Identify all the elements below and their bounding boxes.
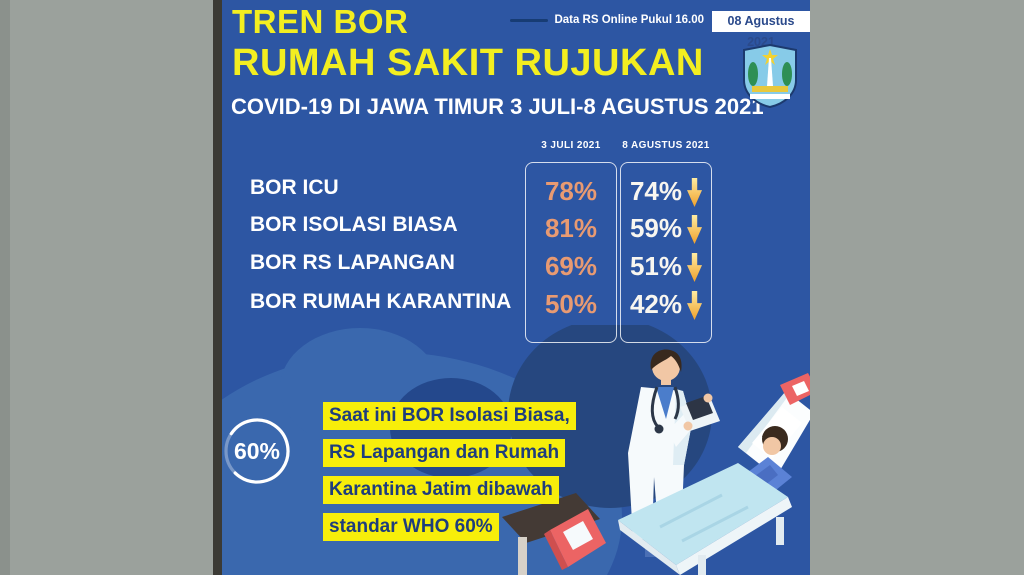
overbed-table-illustration xyxy=(502,493,600,575)
annotation-line: RS Lapangan dan Rumah xyxy=(323,439,566,467)
annotation-block: Saat ini BOR Isolasi Biasa, RS Lapangan … xyxy=(323,402,576,550)
row-label-bor-rs-lapangan: BOR RS LAPANGAN xyxy=(250,251,455,274)
who-standard-gauge: 60% xyxy=(222,416,292,486)
value-icu-aug: 74% xyxy=(621,176,711,207)
down-arrow-icon xyxy=(687,291,703,320)
values-column-8-agustus: 74% 59% 51% 42% xyxy=(620,162,712,343)
infographic-panel: TREN BOR RUMAH SAKIT RUJUKAN COVID-19 DI… xyxy=(222,0,810,575)
column-header-8-agustus: 8 AGUSTUS 2021 xyxy=(622,140,710,151)
page-subtitle: COVID-19 DI JAWA TIMUR 3 JULI-8 AGUSTUS … xyxy=(231,94,764,119)
value-lapangan-aug: 51% xyxy=(621,251,711,282)
value-text: 59% xyxy=(629,213,683,243)
row-label-bor-isolasi-biasa: BOR ISOLASI BIASA xyxy=(250,213,458,236)
value-text: 74% xyxy=(629,176,683,206)
value-text: 42% xyxy=(629,289,683,319)
page-title-line1: TREN BOR xyxy=(232,3,409,40)
down-arrow-icon xyxy=(687,215,703,244)
hospital-bed-illustration xyxy=(544,373,810,575)
monument-icon xyxy=(767,58,773,86)
east-java-emblem-logo xyxy=(743,44,797,108)
row-label-bor-rumah-karantina: BOR RUMAH KARANTINA xyxy=(250,290,512,313)
value-lapangan-jul: 69% xyxy=(544,251,598,281)
value-karantina-jul: 50% xyxy=(544,289,598,319)
date-badge: 08 Agustus 2021 xyxy=(712,11,810,49)
annotation-line: Saat ini BOR Isolasi Biasa, xyxy=(323,402,576,430)
value-icu-jul: 78% xyxy=(544,176,598,206)
data-source-note: Data RS Online Pukul 16.00 xyxy=(554,14,704,26)
column-header-3-juli: 3 JULI 2021 xyxy=(541,140,601,151)
left-margin xyxy=(0,0,10,575)
annotation-line: Karantina Jatim dibawah xyxy=(323,476,559,504)
gauge-value: 60% xyxy=(233,438,281,464)
values-column-3-juli: 78% 81% 69% 50% xyxy=(525,162,617,343)
value-text: 51% xyxy=(629,251,683,281)
stethoscope-icon xyxy=(654,424,664,434)
gauge-ring-icon xyxy=(224,418,290,484)
panel-edge-shadow xyxy=(213,0,222,575)
decorative-dash xyxy=(510,19,548,22)
star-icon xyxy=(762,49,778,65)
down-arrow-icon xyxy=(687,253,703,282)
banner-scroll xyxy=(750,94,790,99)
page-title-line2: RUMAH SAKIT RUJUKAN xyxy=(232,42,704,84)
value-isolasi-aug: 59% xyxy=(621,213,711,244)
row-label-bor-icu: BOR ICU xyxy=(250,176,339,199)
value-isolasi-jul: 81% xyxy=(544,213,598,243)
down-arrow-icon xyxy=(687,178,703,207)
value-karantina-aug: 42% xyxy=(621,289,711,320)
annotation-line: standar WHO 60% xyxy=(323,513,499,541)
